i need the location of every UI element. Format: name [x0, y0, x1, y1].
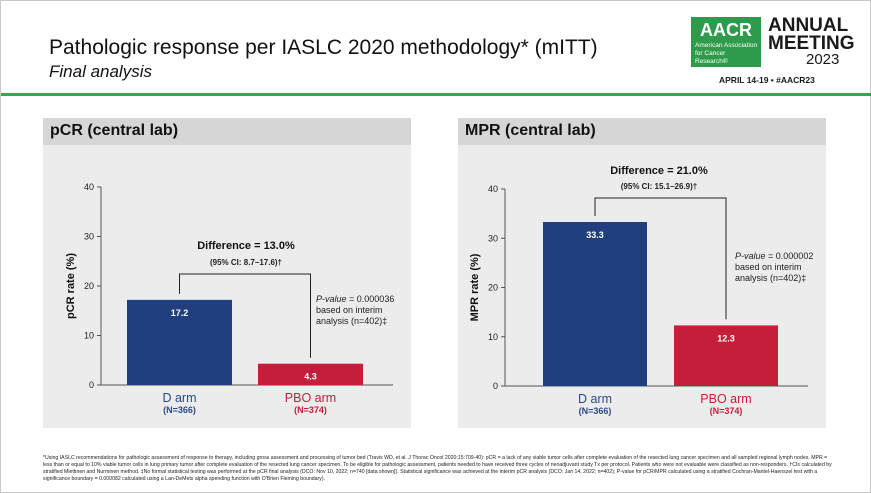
mpr-pvalue-line-1: P-value = 0.000002	[735, 251, 813, 261]
logo-brand: AACR	[700, 20, 752, 40]
mpr-y-axis-label: MPR rate (%)	[469, 253, 481, 321]
mpr-bar-pbo-arm	[674, 325, 778, 386]
mpr-difference-bracket	[594, 197, 727, 320]
mpr-pvalue-label: P-value	[735, 251, 768, 261]
pcr-ci-label: (95% CI: 8.7–17.6)†	[210, 258, 282, 267]
meeting-line-1: ANNUAL	[768, 15, 849, 36]
mpr-category-label: PBO arm	[700, 392, 751, 406]
mpr-pvalue-line-2: based on interim	[735, 262, 802, 272]
meeting-year: 2023	[806, 51, 840, 68]
meeting-dates: APRIL 14-19 • #AACR23	[719, 75, 815, 85]
pcr-y-tick-label: 10	[84, 331, 94, 341]
pcr-difference-bracket	[179, 273, 311, 358]
slide-title: Pathologic response per IASLC 2020 metho…	[49, 36, 598, 59]
mpr-y-tick-label: 30	[488, 233, 498, 243]
mpr-y-tick-label: 0	[493, 381, 498, 391]
mpr-y-tick-label: 20	[488, 283, 498, 293]
mpr-panel-header: MPR (central lab)	[458, 118, 826, 145]
pcr-panel-title: pCR (central lab)	[50, 122, 179, 139]
meeting-line-2: MEETING	[768, 33, 855, 54]
aacr-logo: AACR American Association for Cancer Res…	[691, 17, 761, 67]
pcr-category-n: (N=366)	[163, 405, 196, 415]
mpr-bar-value-label: 12.3	[717, 333, 735, 343]
mpr-panel: MPR (central lab) 0 10 20 30 40 MPR rate (%) 3…	[458, 118, 826, 428]
pcr-y-tick-label: 20	[84, 281, 94, 291]
pcr-bar-pbo-arm	[258, 363, 363, 385]
pcr-pvalue-line-2: based on interim	[316, 305, 383, 315]
mpr-chart: 0 10 20 30 40 MPR rate (%) 33.3 D arm(N=366) 12.…	[469, 165, 813, 416]
pcr-bar-d-arm	[127, 299, 232, 385]
pcr-y-axis-label: pCR rate (%)	[65, 253, 77, 319]
mpr-category-label: D arm	[578, 392, 612, 406]
pcr-panel-header: pCR (central lab)	[43, 118, 411, 145]
pcr-pvalue-line-1: P-value = 0.000036	[316, 294, 394, 304]
pcr-category-n: (N=374)	[294, 405, 327, 415]
pcr-difference-label: Difference = 13.0%	[197, 240, 295, 252]
mpr-y-tick-label: 10	[488, 332, 498, 342]
mpr-bar-value-label: 33.3	[586, 230, 604, 240]
pcr-category-label: D arm	[162, 391, 196, 405]
mpr-difference-label: Difference = 21.0%	[610, 165, 708, 177]
mpr-bar-d-arm	[543, 221, 647, 386]
mpr-panel-title: MPR (central lab)	[465, 122, 596, 139]
mpr-pvalue-line-3: analysis (n=402)‡	[735, 273, 806, 283]
mpr-y-tick-label: 40	[488, 184, 498, 194]
pcr-pvalue-value: = 0.000036	[349, 294, 394, 304]
pcr-pvalue-label: P-value	[316, 294, 349, 304]
mpr-category-n: (N=366)	[579, 406, 612, 416]
pcr-pvalue-line-3: analysis (n=402)‡	[316, 316, 387, 326]
mpr-category-n: (N=374)	[710, 406, 743, 416]
pcr-y-tick-label: 30	[84, 232, 94, 242]
pcr-bar-value-label: 4.3	[304, 372, 317, 382]
pcr-bar-value-label: 17.2	[171, 308, 189, 318]
mpr-pvalue-value: = 0.000002	[768, 251, 813, 261]
pcr-category-label: PBO arm	[285, 391, 336, 405]
logo-org-name: American Association for Cancer Research…	[695, 42, 758, 65]
pcr-panel: pCR (central lab) 0 10 20 30 40 pCR rate (%) 1…	[43, 118, 411, 428]
pcr-chart: 0 10 20 30 40 pCR rate (%) 17.2 D arm(N=366) 4.3…	[65, 182, 394, 415]
header-divider	[1, 93, 871, 96]
slide-subtitle: Final analysis	[49, 62, 152, 81]
pcr-y-tick-label: 40	[84, 182, 94, 192]
footnote: *Using IASLC recommendations for patholo…	[43, 455, 832, 482]
mpr-ci-label: (95% CI: 15.1–26.9)†	[621, 182, 698, 191]
pcr-y-tick-label: 0	[89, 380, 94, 390]
